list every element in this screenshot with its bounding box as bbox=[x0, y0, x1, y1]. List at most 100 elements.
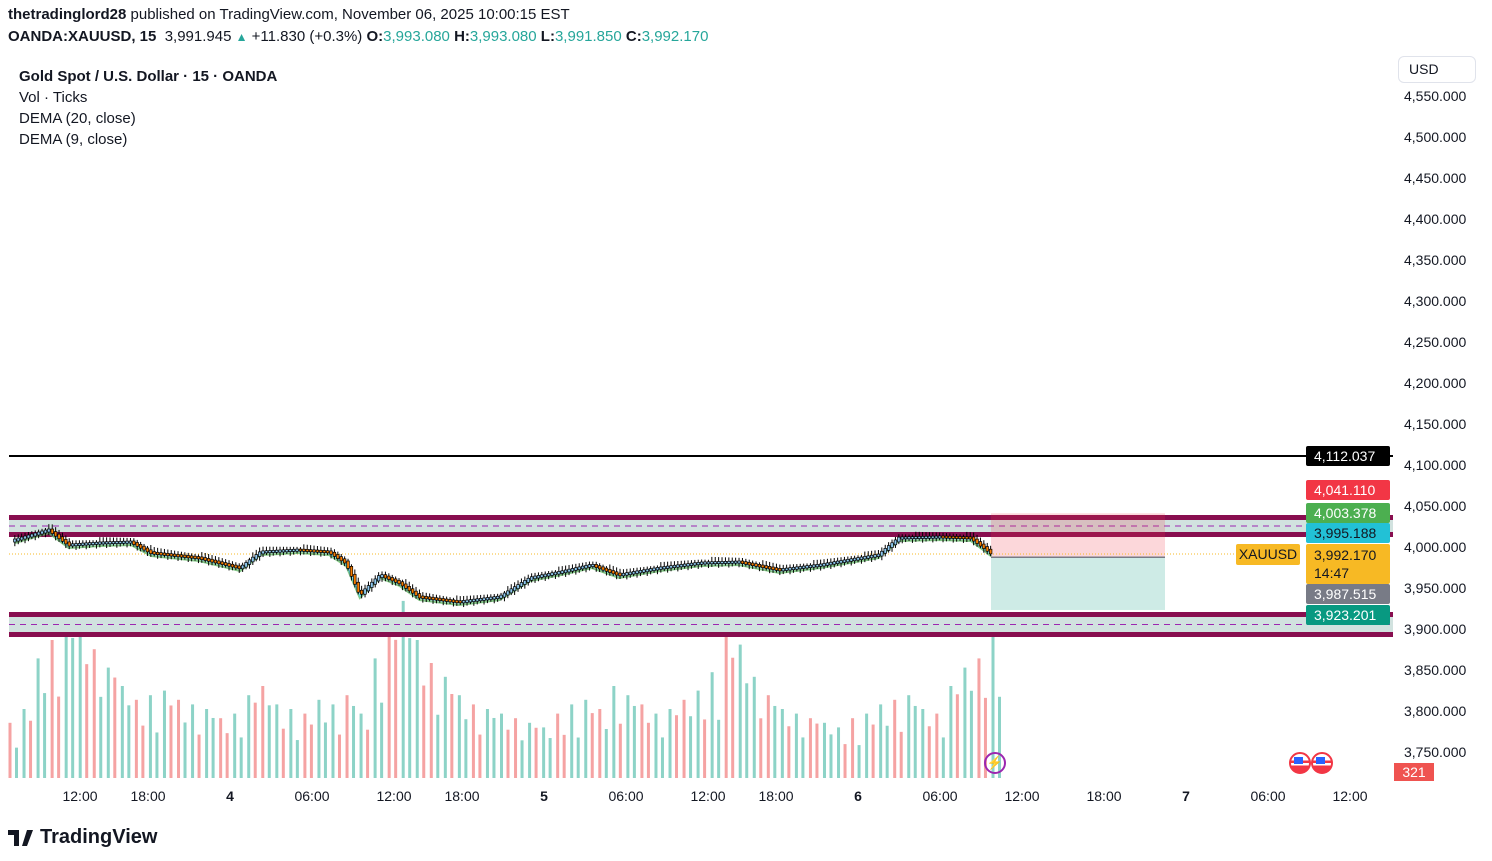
candle-body bbox=[917, 536, 921, 539]
time-tick: 18:00 bbox=[758, 788, 794, 804]
candle-body bbox=[676, 564, 680, 568]
candle-body bbox=[176, 554, 180, 558]
candle-body bbox=[608, 568, 612, 573]
candle-body bbox=[924, 535, 928, 539]
candle-body bbox=[227, 563, 231, 567]
candle-body bbox=[798, 566, 802, 570]
volume-bar bbox=[626, 695, 630, 778]
candle-body bbox=[237, 565, 241, 570]
legend-volume[interactable]: Vol · Ticks bbox=[19, 89, 88, 106]
candle-body bbox=[829, 561, 833, 566]
candle-body bbox=[363, 588, 367, 595]
time-tick: 12:00 bbox=[1332, 788, 1368, 804]
candle-body bbox=[784, 567, 789, 571]
candle-body bbox=[846, 558, 850, 563]
candle-body bbox=[876, 553, 881, 557]
volume-bar bbox=[612, 686, 616, 778]
candle-body bbox=[200, 556, 204, 560]
lightning-event-icon[interactable]: ⚡ bbox=[984, 752, 1006, 774]
candle-body bbox=[152, 551, 156, 555]
price-tick: 4,250.000 bbox=[1404, 334, 1467, 350]
candle-body bbox=[213, 559, 218, 564]
volume-bar bbox=[64, 617, 68, 778]
volume-bar bbox=[955, 694, 959, 778]
volume-bar bbox=[99, 696, 103, 778]
candle-body bbox=[373, 578, 377, 585]
volume-bar bbox=[50, 640, 54, 778]
volume-bar bbox=[724, 633, 728, 778]
candle-body bbox=[907, 536, 911, 540]
candle-body bbox=[543, 573, 547, 578]
volume-bar bbox=[267, 705, 271, 778]
candle-body bbox=[274, 549, 279, 553]
candle-body bbox=[50, 528, 54, 534]
time-tick: 4 bbox=[226, 788, 234, 804]
time-tick: 5 bbox=[540, 788, 548, 804]
us-flag-event-icon[interactable] bbox=[1289, 752, 1311, 774]
legend-dema20[interactable]: DEMA (20, close) bbox=[19, 110, 136, 127]
volume-bar bbox=[556, 713, 560, 778]
candle-body bbox=[516, 584, 520, 590]
symbol-tag: XAUUSD bbox=[1236, 544, 1300, 565]
candle-body bbox=[893, 539, 898, 546]
candle-body bbox=[499, 594, 503, 599]
volume-bar bbox=[865, 713, 869, 778]
author[interactable]: thetradinglord28 bbox=[8, 6, 127, 23]
volume-bar bbox=[169, 705, 173, 778]
candle-body bbox=[699, 561, 704, 565]
volume-bar bbox=[408, 638, 412, 778]
change: +11.830 (+0.3%) bbox=[251, 28, 363, 45]
candle-body bbox=[795, 566, 799, 570]
volume-bar bbox=[162, 690, 166, 778]
candle-body bbox=[570, 568, 575, 572]
candle-body bbox=[196, 556, 201, 560]
support-resistance-zone bbox=[9, 515, 1393, 537]
volume-bar bbox=[247, 695, 251, 778]
volume-bar bbox=[899, 731, 903, 778]
volume-bar bbox=[323, 722, 327, 778]
candle-body bbox=[914, 536, 918, 540]
volume-bar bbox=[794, 713, 798, 778]
candle-body bbox=[234, 564, 238, 569]
candle-body bbox=[465, 599, 469, 603]
candle-body bbox=[217, 560, 221, 565]
candle-body bbox=[461, 600, 466, 604]
tradingview-logo[interactable]: TradingView bbox=[8, 826, 157, 849]
hline-price-label: 4,112.037 bbox=[1306, 446, 1390, 466]
candle-body bbox=[934, 535, 938, 539]
us-flag-event-icon[interactable] bbox=[1311, 752, 1333, 774]
candle-body bbox=[723, 561, 728, 564]
candle-body bbox=[74, 543, 78, 547]
candle-body bbox=[883, 548, 887, 554]
volume-bar bbox=[907, 695, 911, 778]
candle-body bbox=[268, 550, 272, 554]
candle-body bbox=[319, 549, 323, 553]
candle-body bbox=[529, 576, 534, 581]
candle-body bbox=[730, 560, 734, 564]
candle-body bbox=[910, 536, 915, 540]
candle-body bbox=[295, 548, 299, 552]
legend-dema9[interactable]: DEMA (9, close) bbox=[19, 131, 128, 148]
candle-body bbox=[91, 542, 95, 546]
candle-body bbox=[30, 533, 34, 538]
currency-button[interactable]: USD bbox=[1398, 56, 1476, 83]
time-tick: 6 bbox=[854, 788, 862, 804]
candle-body bbox=[366, 585, 371, 592]
price-tick: 3,950.000 bbox=[1404, 580, 1467, 596]
volume-bar bbox=[879, 704, 883, 778]
volume-bar bbox=[113, 677, 117, 778]
price-tick: 3,750.000 bbox=[1404, 744, 1467, 760]
time-tick: 06:00 bbox=[922, 788, 958, 804]
candle-body bbox=[975, 538, 979, 544]
volume-bar bbox=[618, 723, 622, 778]
candle-body bbox=[774, 567, 779, 571]
candle-body bbox=[434, 597, 439, 601]
legend-title[interactable]: Gold Spot / U.S. Dollar · 15 · OANDA bbox=[19, 68, 278, 85]
price-tick: 3,800.000 bbox=[1404, 703, 1467, 719]
candle-body bbox=[961, 536, 966, 540]
zone-border-bottom bbox=[9, 632, 1393, 637]
candle-body bbox=[941, 535, 945, 539]
candle-body bbox=[36, 531, 41, 536]
candle-body bbox=[890, 542, 894, 548]
